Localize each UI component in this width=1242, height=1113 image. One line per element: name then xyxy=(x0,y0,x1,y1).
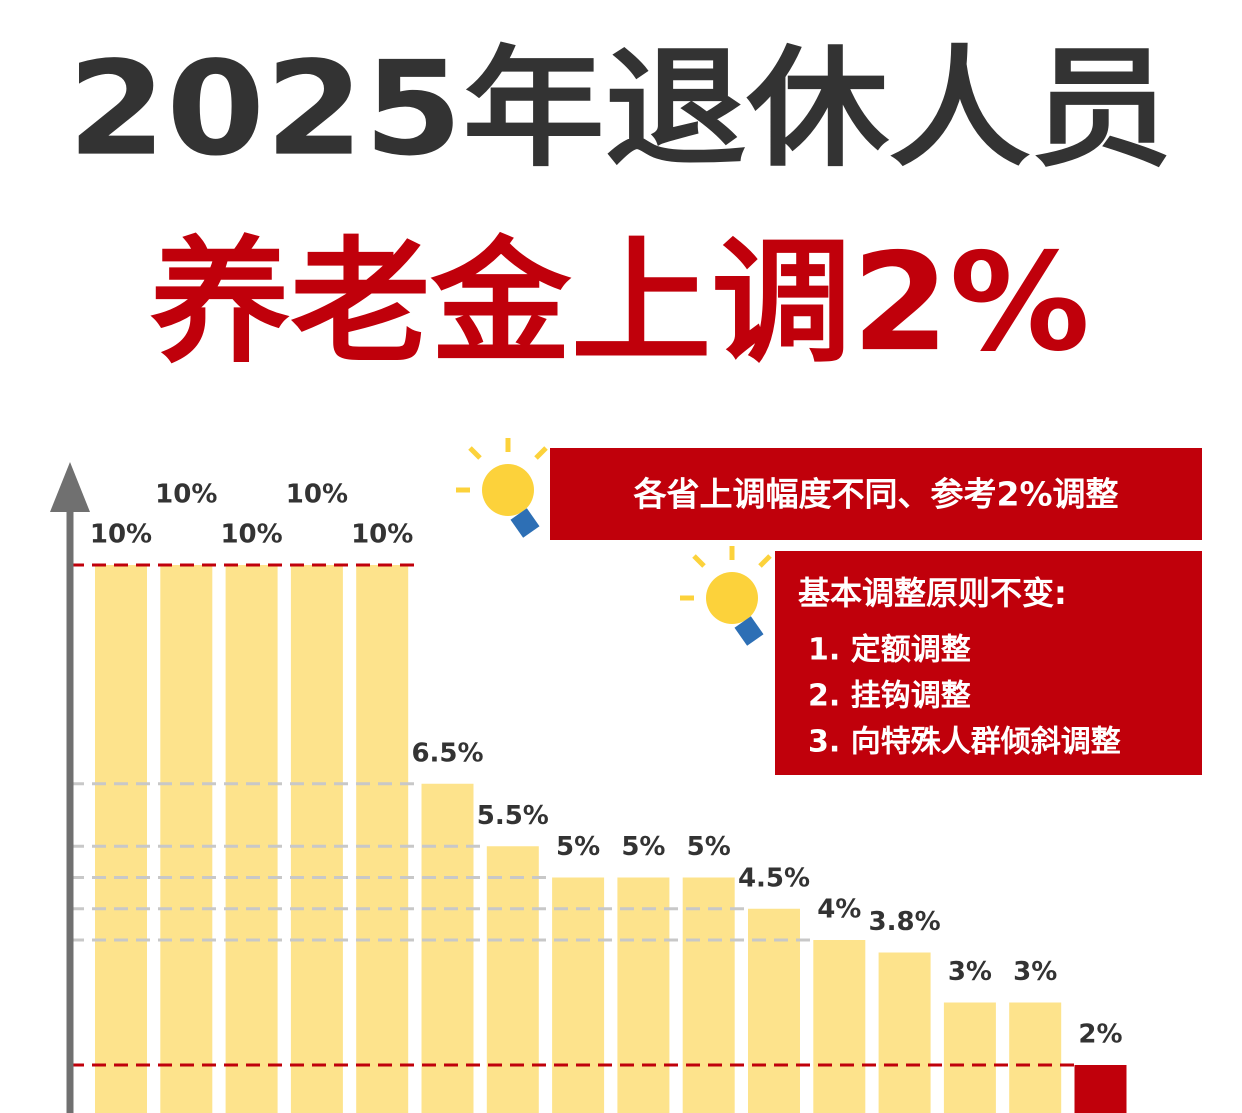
bar xyxy=(95,565,147,1113)
value-label: 5.5% xyxy=(477,801,549,831)
value-label: 10% xyxy=(220,520,282,550)
y-axis xyxy=(50,462,90,1113)
principle-title: 基本调整原则不变: xyxy=(798,574,1067,612)
value-label: 4% xyxy=(817,895,861,925)
bar xyxy=(421,783,474,1113)
bar xyxy=(813,940,866,1113)
value-label: 5% xyxy=(621,832,665,862)
value-label: 3% xyxy=(1013,957,1057,987)
note-box xyxy=(550,448,1202,540)
bar xyxy=(748,908,800,1113)
value-label: 6.5% xyxy=(411,738,483,768)
principle-item: 1. 定额调整 xyxy=(808,633,971,668)
bar xyxy=(160,565,213,1113)
value-label: 10% xyxy=(155,480,217,510)
bar xyxy=(943,1002,996,1113)
chart-title: 2025年退休人员 xyxy=(68,33,1173,185)
bar xyxy=(290,565,343,1113)
bar xyxy=(486,846,539,1113)
bar xyxy=(1074,1065,1127,1113)
value-label: 10% xyxy=(351,520,413,550)
value-label: 5% xyxy=(687,832,731,862)
value-label: 10% xyxy=(286,480,348,510)
value-label: 3.8% xyxy=(869,907,941,937)
chart-subtitle: 养老金上调2% xyxy=(150,224,1090,381)
bar xyxy=(682,877,735,1113)
principle-item: 3. 向特殊人群倾斜调整 xyxy=(808,725,1121,760)
bar xyxy=(356,565,409,1113)
value-label: 3% xyxy=(948,957,992,987)
value-label: 2% xyxy=(1078,1020,1122,1050)
bar xyxy=(878,952,931,1113)
bar xyxy=(225,565,278,1113)
principle-item: 2. 挂钩调整 xyxy=(808,679,971,714)
axis-arrow xyxy=(50,462,90,512)
principle-box xyxy=(775,551,1202,775)
bulb-icon xyxy=(680,546,772,646)
bulb-icon xyxy=(456,438,548,538)
note-text: 各省上调幅度不同、参考2%调整 xyxy=(632,475,1118,514)
value-label: 5% xyxy=(556,832,600,862)
notes: 各省上调幅度不同、参考2%调整 基本调整原则不变: 1. 定额调整 2. 挂钩调… xyxy=(456,438,1202,775)
bar xyxy=(1009,1002,1062,1113)
value-label: 4.5% xyxy=(738,863,810,893)
bar xyxy=(552,877,605,1113)
bar xyxy=(617,877,670,1113)
value-label: 10% xyxy=(90,520,152,550)
